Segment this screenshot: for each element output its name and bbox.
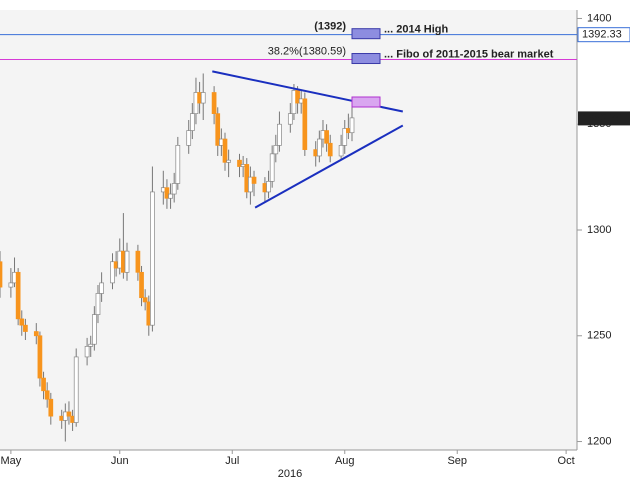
x-tick-label: May — [0, 455, 21, 467]
candle-body — [248, 176, 253, 193]
candle-body — [150, 191, 155, 326]
candle-body — [215, 113, 221, 146]
candle-body — [73, 356, 79, 423]
candle-body — [324, 130, 329, 144]
y-tick-label: 1300 — [587, 224, 611, 236]
x-tick-label: Sep — [447, 455, 467, 467]
level-marker — [351, 28, 381, 40]
candle-body — [269, 153, 275, 182]
candle-body — [44, 390, 50, 400]
candle-body — [84, 345, 90, 358]
candle-body — [124, 250, 130, 273]
level-label: (1392) — [314, 21, 346, 33]
level-note: ... Fibo of 2011-2015 bear market — [384, 48, 554, 60]
candle-body — [175, 145, 181, 184]
y-tick-label: 1400 — [587, 12, 611, 24]
y-tick-label: 1250 — [587, 330, 611, 342]
candle-body — [186, 130, 192, 146]
candle-body — [95, 293, 101, 315]
candle-body — [273, 145, 279, 155]
level-marker — [351, 53, 381, 65]
plot-area — [0, 10, 577, 450]
candle-body — [88, 343, 94, 347]
candle-body — [135, 250, 141, 273]
candle-body — [200, 92, 206, 104]
x-axis-label: 2016 — [278, 468, 302, 480]
candle-body — [15, 271, 21, 320]
candle-body — [37, 335, 43, 379]
candle-body — [33, 331, 39, 337]
x-tick-label: Aug — [335, 455, 355, 467]
candle-body — [164, 187, 170, 199]
candle-body — [41, 377, 46, 392]
candle-body — [171, 183, 177, 195]
x-tick-label: Oct — [558, 455, 575, 467]
candle-body — [168, 193, 173, 199]
candle-body — [251, 176, 257, 184]
candle-body — [302, 98, 308, 150]
last-price-tag — [578, 111, 630, 126]
candle-body — [110, 261, 115, 284]
candle-body — [338, 145, 344, 157]
candle-body — [342, 128, 348, 146]
candle-body — [99, 282, 104, 294]
candle-body — [19, 318, 25, 326]
candle-body — [226, 159, 231, 163]
candle-body — [349, 117, 355, 134]
candle-body — [277, 123, 282, 146]
candle-body — [23, 324, 28, 332]
candle-body — [92, 314, 97, 345]
last-price-label: 1352.75 — [582, 112, 622, 124]
highlight-box — [351, 96, 381, 108]
y-tick-label: 1200 — [587, 435, 611, 447]
candle-body — [139, 271, 144, 299]
candle-body — [211, 92, 217, 115]
price-tag-label: 1392.33 — [582, 29, 622, 41]
candle-body — [142, 297, 148, 303]
candle-body — [266, 180, 271, 193]
candle-body — [66, 411, 72, 417]
candle-body — [189, 113, 195, 131]
candle-body — [327, 142, 333, 157]
trendline — [254, 124, 404, 209]
candle-body — [48, 398, 54, 417]
level-label: 38.2%(1380.59) — [268, 45, 346, 57]
price-tag — [577, 27, 630, 43]
candle-body — [295, 90, 300, 104]
candle-body — [316, 138, 322, 157]
candle-body — [8, 282, 14, 288]
level-note: ... 2014 High — [384, 24, 448, 36]
candle-body — [222, 138, 228, 163]
candle-body — [287, 113, 293, 125]
candle-body — [237, 159, 242, 167]
candle-body — [0, 261, 3, 288]
x-tick-label: Jul — [225, 455, 239, 467]
x-tick-label: Jun — [111, 455, 129, 467]
